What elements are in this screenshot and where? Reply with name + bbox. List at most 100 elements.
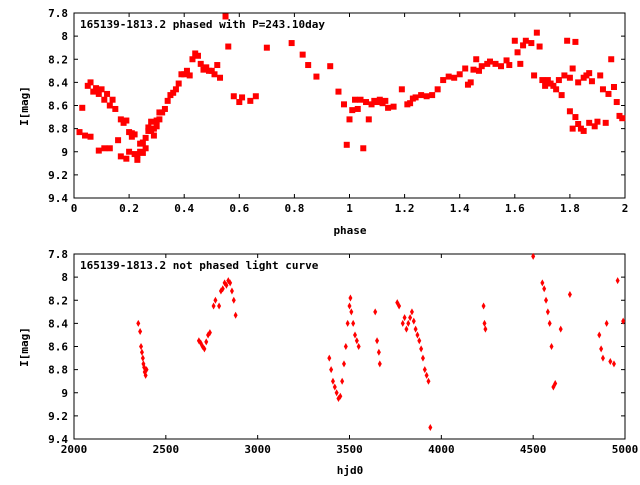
phased-data-point <box>456 71 463 78</box>
unphased-data-point <box>338 392 343 400</box>
phased-data-point <box>139 139 146 146</box>
unphased-data-point <box>531 252 536 260</box>
unphased-data-point <box>211 302 216 310</box>
phased-x-tick-label: 2 <box>622 202 629 215</box>
phased-data-point <box>580 74 587 81</box>
phased-data-point <box>569 65 576 72</box>
phased-y-axis-label: I[mag] <box>18 86 31 126</box>
phased-data-point <box>368 101 375 108</box>
unphased-data-point <box>404 325 409 333</box>
phased-y-tick-label: 8.8 <box>48 123 68 136</box>
unphased-x-tick-label: 4000 <box>428 443 455 456</box>
phased-x-tick-label: 0 <box>71 202 78 215</box>
phased-data-point <box>263 44 270 51</box>
phased-data-point <box>194 52 201 59</box>
unphased-x-tick-label: 2000 <box>61 443 88 456</box>
unphased-data-points <box>136 252 626 431</box>
phased-data-point <box>217 74 224 81</box>
phased-y-tick-label: 7.8 <box>48 7 68 20</box>
unphased-data-point <box>224 281 229 289</box>
phased-panel: 0 0.2 0.4 0.6 0.8 1 1.2 1.4 1.6 1.8 2 7.8 8 8.2 8.4 8.6… <box>18 7 628 237</box>
phased-data-point <box>225 43 232 50</box>
phased-data-point <box>418 92 425 99</box>
unphased-y-axis-label: I[mag] <box>18 327 31 367</box>
unphased-x-tick-label: 3500 <box>336 443 363 456</box>
unphased-data-point <box>428 423 433 431</box>
phased-data-point <box>451 74 458 81</box>
phased-data-point <box>106 145 113 152</box>
unphased-data-point <box>413 325 418 333</box>
phased-data-point <box>473 56 480 63</box>
phased-data-point <box>360 145 367 152</box>
phased-data-point <box>619 115 626 122</box>
unphased-data-point <box>409 308 414 316</box>
phased-data-point <box>148 118 155 125</box>
phased-data-point <box>586 70 593 77</box>
unphased-data-point <box>544 296 549 304</box>
unphased-data-point <box>207 329 212 337</box>
phased-data-point <box>159 109 166 116</box>
phased-data-point <box>478 63 485 70</box>
phased-data-point <box>398 86 405 93</box>
unphased-data-point <box>341 360 346 368</box>
unphased-data-point <box>353 331 358 339</box>
phased-data-point <box>498 63 505 70</box>
phased-data-point <box>134 152 141 159</box>
phased-data-point <box>475 67 482 74</box>
phased-x-tick-label: 1.8 <box>560 202 580 215</box>
phased-data-point <box>186 72 193 79</box>
phased-data-point <box>134 156 141 163</box>
unphased-data-point <box>608 358 613 366</box>
unphased-data-point <box>611 360 616 368</box>
phased-data-point <box>594 118 601 125</box>
unphased-data-point <box>220 285 225 293</box>
unphased-data-point <box>228 279 233 287</box>
phased-data-point <box>382 97 389 104</box>
phased-data-point <box>98 86 105 93</box>
phased-data-point <box>376 96 383 103</box>
phased-data-point <box>87 79 94 86</box>
unphased-data-point <box>375 337 380 345</box>
unphased-x-tick-label: 2500 <box>153 443 180 456</box>
unphased-data-point <box>345 319 350 327</box>
phased-data-point <box>236 99 243 106</box>
unphased-data-point <box>621 317 626 325</box>
phased-data-point <box>470 66 477 73</box>
phased-data-point <box>514 49 521 56</box>
unphased-data-point <box>422 366 427 374</box>
unphased-x-axis-label: hjd0 <box>337 464 364 477</box>
phased-data-point <box>87 133 94 140</box>
unphased-data-point <box>340 377 345 385</box>
phased-x-tick-label: 1.4 <box>450 202 470 215</box>
unphased-data-point <box>417 337 422 345</box>
phased-data-point <box>214 62 221 69</box>
phased-x-tick-label: 1.6 <box>505 202 525 215</box>
phased-chart-title: 165139-1813.2 phased with P=243.10day <box>80 18 325 31</box>
phased-data-point <box>340 101 347 108</box>
phased-data-point <box>95 90 102 97</box>
unphased-panel: 2000 2500 3000 3500 4000 4500 5000 7.8 8 8.2 8.4 8.… <box>18 248 638 477</box>
phased-data-point <box>544 77 551 84</box>
unphased-data-point <box>349 308 354 316</box>
phased-plot-frame <box>73 12 626 199</box>
unphased-y-tick-label: 9.4 <box>48 433 68 446</box>
unphased-data-point <box>356 343 361 350</box>
phased-data-points <box>76 13 626 163</box>
unphased-data-point <box>343 343 348 350</box>
phased-data-point <box>175 80 182 87</box>
unphased-data-point <box>213 296 218 304</box>
unphased-data-point <box>615 277 620 285</box>
phased-data-point <box>197 60 204 67</box>
phased-data-point <box>522 37 529 44</box>
phased-data-point <box>575 79 582 86</box>
phased-data-point <box>139 149 146 156</box>
phased-data-point <box>123 117 130 124</box>
unphased-y-tick-label: 8.2 <box>48 294 68 307</box>
phased-data-point <box>153 123 160 130</box>
phased-data-point <box>561 72 568 79</box>
unphased-y-tick-label: 8.4 <box>48 317 68 330</box>
phased-data-point <box>586 119 593 126</box>
phased-data-point <box>145 124 152 131</box>
unphased-data-point <box>558 325 563 333</box>
phased-y-tick-label: 9.4 <box>48 192 68 205</box>
